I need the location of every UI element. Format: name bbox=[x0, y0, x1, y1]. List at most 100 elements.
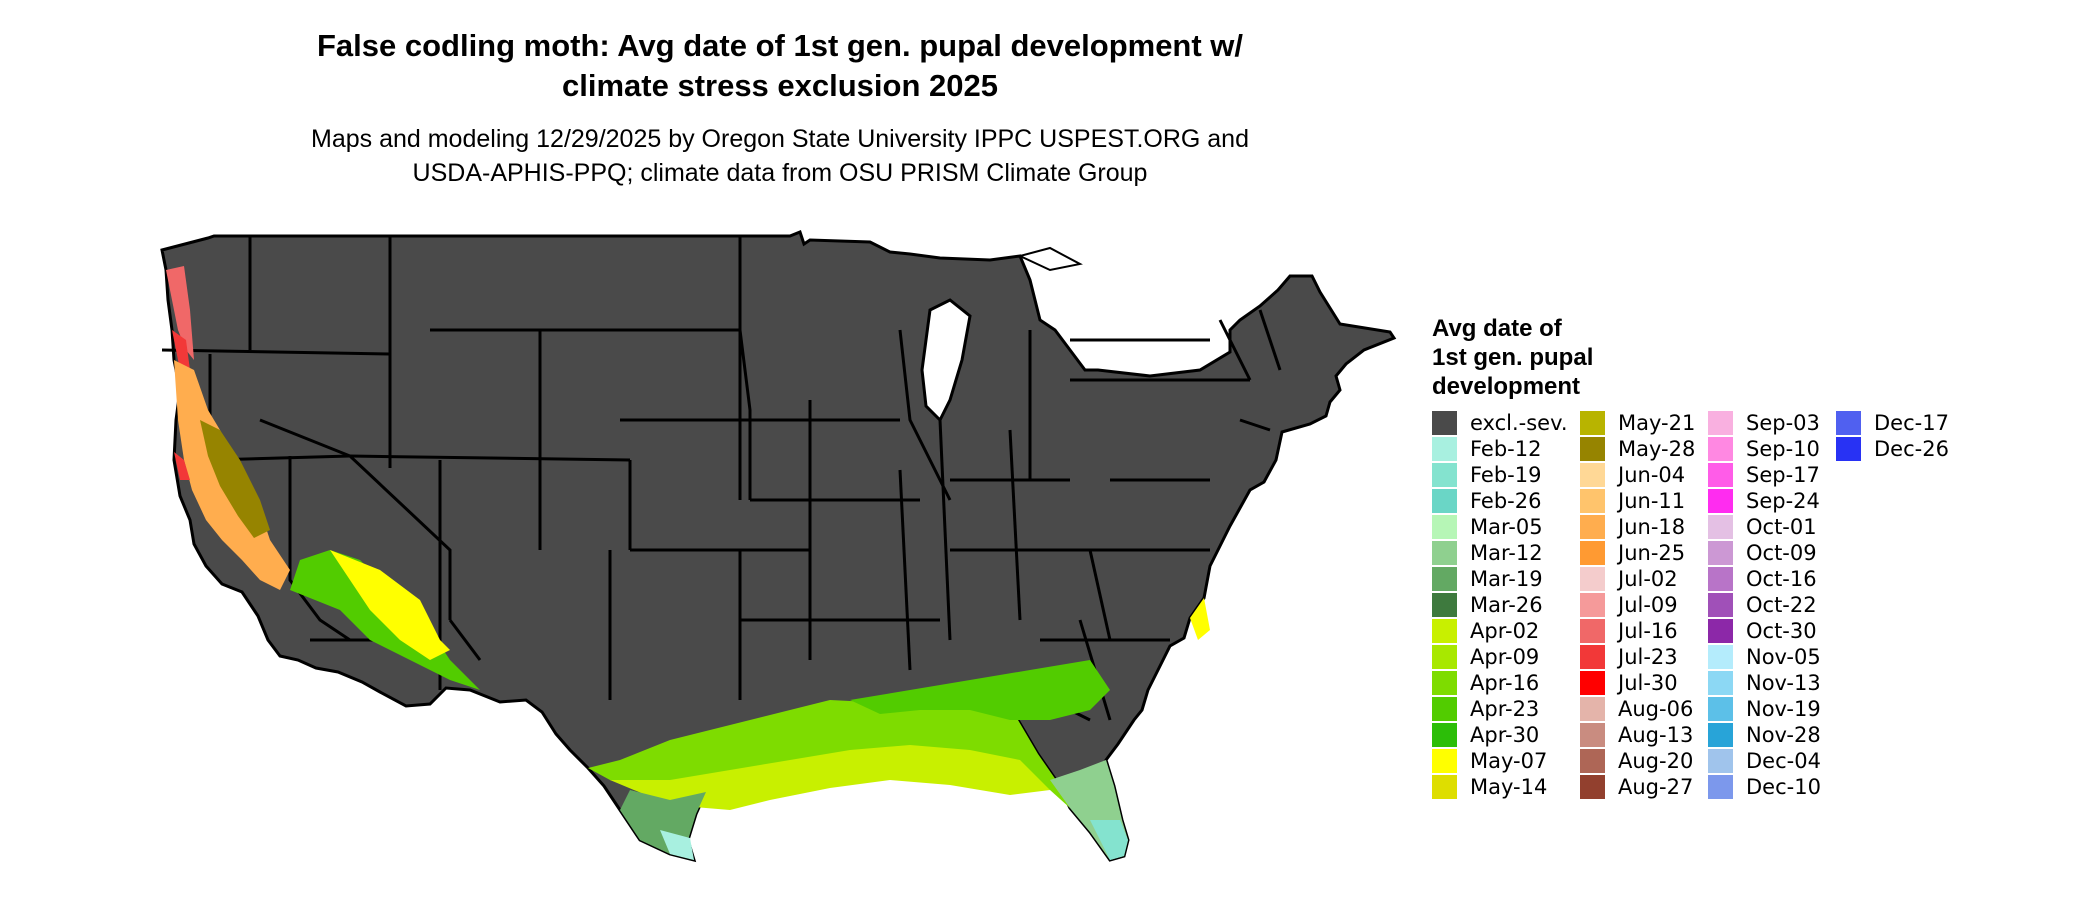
legend-label: Sep-24 bbox=[1746, 489, 1820, 513]
legend-swatch bbox=[1432, 775, 1457, 799]
legend-title-line-2: 1st gen. pupal bbox=[1432, 344, 1594, 371]
legend-label: Nov-28 bbox=[1746, 723, 1821, 747]
legend-swatch bbox=[1432, 671, 1457, 695]
lake-michigan bbox=[920, 298, 972, 423]
legend-swatch bbox=[1708, 593, 1733, 617]
legend-label: Oct-09 bbox=[1746, 541, 1817, 565]
legend-swatch bbox=[1580, 411, 1605, 435]
legend-swatch bbox=[1432, 437, 1457, 461]
legend-label: Jun-11 bbox=[1618, 489, 1686, 513]
legend-swatch bbox=[1580, 541, 1605, 565]
legend-swatch bbox=[1432, 489, 1457, 513]
legend-swatch bbox=[1708, 723, 1733, 747]
legend-label: excl.-sev. bbox=[1470, 411, 1568, 435]
legend-swatch bbox=[1432, 593, 1457, 617]
legend-swatch bbox=[1580, 463, 1605, 487]
us-map bbox=[160, 230, 1397, 863]
legend-label: May-14 bbox=[1470, 775, 1548, 799]
legend-label: May-07 bbox=[1470, 749, 1548, 773]
legend-label: Aug-20 bbox=[1618, 749, 1694, 773]
map-title: False codling moth: Avg date of 1st gen.… bbox=[190, 26, 1370, 106]
legend-label: Oct-30 bbox=[1746, 619, 1817, 643]
lake-erie-gap bbox=[1017, 246, 1083, 272]
legend-label: Jul-09 bbox=[1618, 593, 1678, 617]
legend-label: Aug-06 bbox=[1618, 697, 1694, 721]
legend-swatch bbox=[1580, 749, 1605, 773]
region-pacific-northwest bbox=[166, 266, 194, 360]
legend-swatch bbox=[1580, 437, 1605, 461]
legend-swatch bbox=[1580, 697, 1605, 721]
legend-swatch bbox=[1432, 619, 1457, 643]
map-title-line-1: False codling moth: Avg date of 1st gen.… bbox=[316, 28, 1244, 63]
legend-label: Jul-02 bbox=[1618, 567, 1678, 591]
legend-swatch bbox=[1580, 645, 1605, 669]
legend-label: Apr-09 bbox=[1470, 645, 1540, 669]
legend-label: Oct-16 bbox=[1746, 567, 1817, 591]
map-title-line-2: climate stress exclusion 2025 bbox=[562, 68, 998, 103]
legend-swatch bbox=[1708, 411, 1733, 435]
legend-swatch bbox=[1580, 593, 1605, 617]
region-central-valley bbox=[200, 420, 270, 538]
legend-swatch bbox=[1580, 567, 1605, 591]
legend-label: Sep-03 bbox=[1746, 411, 1820, 435]
legend-title: Avg date of 1st gen. pupal development bbox=[1432, 314, 1593, 401]
legend-swatch bbox=[1580, 775, 1605, 799]
legend-label: May-21 bbox=[1618, 411, 1696, 435]
map-subtitle-line-2: USDA-APHIS-PPQ; climate data from OSU PR… bbox=[412, 159, 1148, 187]
legend-label: Jun-18 bbox=[1618, 515, 1686, 539]
legend-swatch bbox=[1708, 463, 1733, 487]
legend-swatch bbox=[1580, 619, 1605, 643]
region-florida-tip bbox=[1090, 820, 1128, 860]
legend-swatch bbox=[1836, 437, 1861, 461]
legend-label: Nov-13 bbox=[1746, 671, 1821, 695]
legend-swatch bbox=[1708, 489, 1733, 513]
legend-label: Mar-05 bbox=[1470, 515, 1543, 539]
legend-swatch bbox=[1432, 411, 1457, 435]
legend-swatch bbox=[1708, 541, 1733, 565]
legend-label: Jul-16 bbox=[1618, 619, 1678, 643]
legend-label: Mar-26 bbox=[1470, 593, 1543, 617]
legend-swatch bbox=[1580, 515, 1605, 539]
legend-label: Oct-22 bbox=[1746, 593, 1817, 617]
legend-label: Oct-01 bbox=[1746, 515, 1817, 539]
legend-label: Jun-25 bbox=[1618, 541, 1686, 565]
legend-title-line-3: development bbox=[1432, 373, 1581, 400]
legend-swatch bbox=[1432, 645, 1457, 669]
legend-label: May-28 bbox=[1618, 437, 1696, 461]
legend-label: Apr-16 bbox=[1470, 671, 1540, 695]
legend-label: Dec-26 bbox=[1874, 437, 1949, 461]
legend-swatch bbox=[1432, 749, 1457, 773]
legend-swatch bbox=[1708, 619, 1733, 643]
region-gulf-yellow bbox=[610, 745, 1050, 810]
region-nc-coast bbox=[1190, 598, 1210, 640]
legend-label: Jul-23 bbox=[1618, 645, 1678, 669]
legend-swatch bbox=[1708, 645, 1733, 669]
legend-label: Feb-26 bbox=[1470, 489, 1542, 513]
legend-swatch bbox=[1580, 671, 1605, 695]
legend-label: Dec-10 bbox=[1746, 775, 1821, 799]
legend-label: Mar-19 bbox=[1470, 567, 1543, 591]
legend-swatch bbox=[1708, 775, 1733, 799]
legend-label: Jul-30 bbox=[1618, 671, 1678, 695]
legend-swatch bbox=[1708, 515, 1733, 539]
legend-label: Feb-12 bbox=[1470, 437, 1542, 461]
legend-label: Mar-12 bbox=[1470, 541, 1543, 565]
legend-swatch bbox=[1432, 463, 1457, 487]
legend-label: Apr-23 bbox=[1470, 697, 1540, 721]
region-california-red-fringe bbox=[174, 452, 190, 480]
legend-label: Apr-02 bbox=[1470, 619, 1540, 643]
legend-title-line-1: Avg date of bbox=[1432, 315, 1562, 342]
legend-swatch bbox=[1708, 437, 1733, 461]
legend-label: Feb-19 bbox=[1470, 463, 1542, 487]
legend-swatch bbox=[1836, 411, 1861, 435]
legend-label: Sep-10 bbox=[1746, 437, 1820, 461]
region-southwest-yellow bbox=[330, 550, 450, 660]
legend-swatch bbox=[1580, 723, 1605, 747]
legend-label: Dec-17 bbox=[1874, 411, 1949, 435]
legend-swatch bbox=[1708, 671, 1733, 695]
legend-label: Nov-19 bbox=[1746, 697, 1821, 721]
legend-swatch bbox=[1708, 697, 1733, 721]
legend-label: Sep-17 bbox=[1746, 463, 1820, 487]
legend-swatch bbox=[1432, 541, 1457, 565]
legend-swatch bbox=[1708, 567, 1733, 591]
